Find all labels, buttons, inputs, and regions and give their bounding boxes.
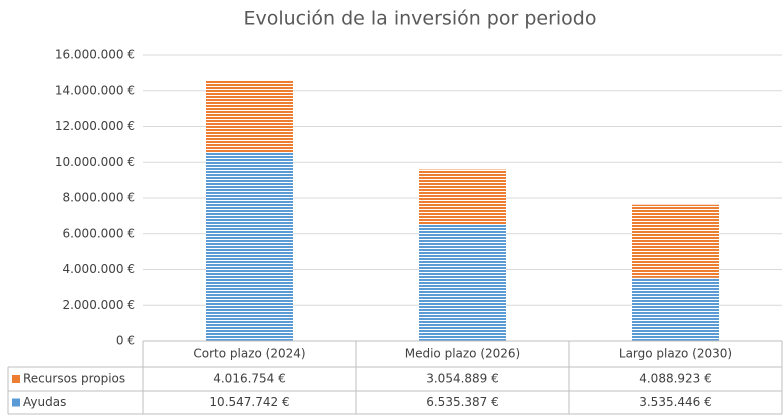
data-label: 6.535.387 € (426, 395, 499, 409)
y-tick-label: 14.000.000 € (55, 83, 135, 97)
data-label: 4.016.754 € (213, 372, 286, 386)
bar-segment (632, 277, 719, 341)
legend-label: Ayudas (23, 395, 66, 409)
y-tick-label: 10.000.000 € (55, 155, 135, 169)
x-tick-label: Corto plazo (2024) (193, 347, 305, 361)
data-label: 4.088.923 € (639, 372, 712, 386)
chart-title: Evolución de la inversión por periodo (243, 8, 596, 30)
x-tick-label: Largo plazo (2030) (619, 347, 732, 361)
y-tick-label: 0 € (116, 334, 135, 348)
bar-segment (419, 224, 506, 341)
y-tick-label: 2.000.000 € (62, 298, 135, 312)
legend-label: Recursos propios (23, 372, 125, 386)
data-label: 3.054.889 € (426, 372, 499, 386)
legend-key (12, 398, 20, 407)
y-tick-label: 8.000.000 € (62, 191, 135, 205)
bar-segment (206, 80, 293, 153)
bar-segment (206, 152, 293, 341)
x-tick-label: Medio plazo (2026) (405, 347, 521, 361)
y-tick-label: 4.000.000 € (62, 262, 135, 276)
bar-segment (632, 204, 719, 278)
y-tick-label: 12.000.000 € (55, 119, 135, 133)
bar-segment (419, 169, 506, 225)
legend-key (12, 375, 20, 383)
data-label: 3.535.446 € (639, 395, 712, 409)
data-label: 10.547.742 € (209, 395, 289, 409)
y-tick-label: 16.000.000 € (55, 48, 135, 62)
y-tick-label: 6.000.000 € (62, 226, 135, 240)
